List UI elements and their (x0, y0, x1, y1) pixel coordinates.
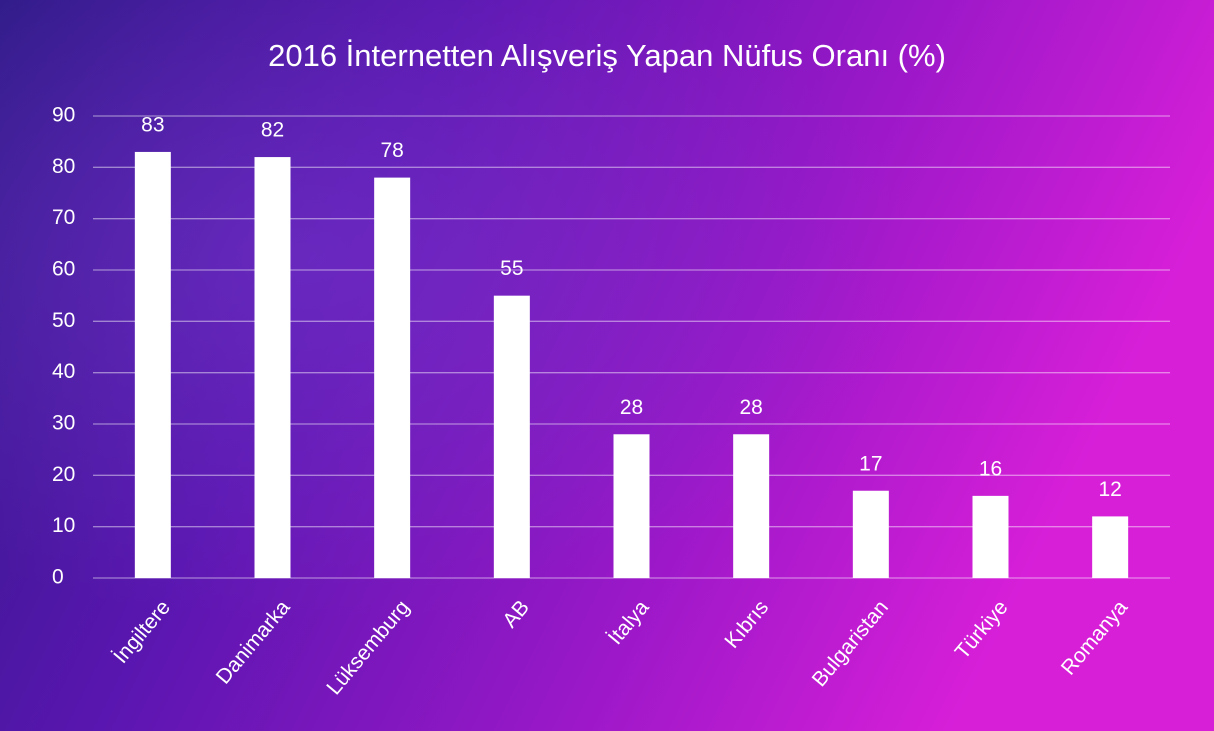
bar (1092, 516, 1128, 578)
chart-title: 2016 İnternetten Alışveriş Yapan Nüfus O… (268, 38, 946, 73)
y-tick-label: 0 (52, 566, 64, 589)
y-tick-label: 90 (52, 104, 75, 127)
value-label: 17 (859, 452, 882, 475)
background-glow (0, 0, 1214, 731)
value-label: 83 (141, 113, 164, 136)
bar (255, 157, 291, 578)
value-label: 16 (979, 457, 1002, 480)
bar (614, 434, 650, 578)
bar (374, 178, 410, 578)
chart: 2016 İnternetten Alışveriş Yapan Nüfus O… (0, 0, 1214, 731)
y-tick-label: 10 (52, 514, 75, 537)
bar (135, 152, 171, 578)
bar (973, 496, 1009, 578)
y-tick-label: 40 (52, 360, 75, 383)
y-tick-label: 60 (52, 258, 75, 281)
value-label: 12 (1098, 478, 1121, 501)
y-tick-label: 50 (52, 309, 75, 332)
y-tick-label: 70 (52, 206, 75, 229)
bar (733, 434, 769, 578)
bar (494, 296, 530, 578)
y-tick-label: 20 (52, 463, 75, 486)
bar (853, 491, 889, 578)
value-label: 82 (261, 119, 284, 142)
y-tick-label: 30 (52, 412, 75, 435)
y-tick-label: 80 (52, 155, 75, 178)
page: 2016 İnternetten Alışveriş Yapan Nüfus O… (0, 0, 1214, 731)
value-label: 28 (739, 396, 762, 419)
value-label: 78 (380, 139, 403, 162)
value-label: 55 (500, 257, 523, 280)
value-label: 28 (620, 396, 643, 419)
